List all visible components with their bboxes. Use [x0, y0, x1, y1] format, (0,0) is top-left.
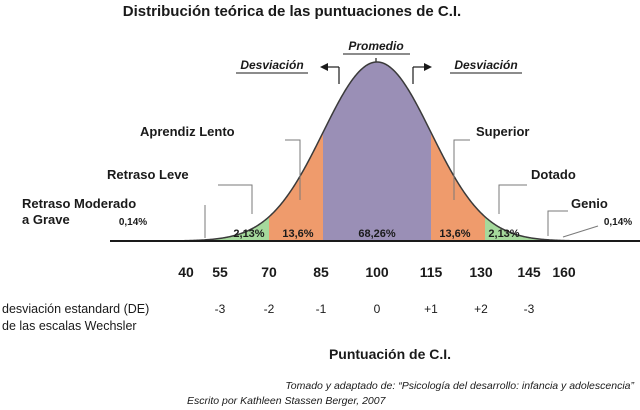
region-center — [323, 62, 431, 241]
pct-band2-right: 2,13% — [488, 228, 519, 240]
region-band2-right — [485, 216, 539, 241]
curve-regions — [110, 62, 640, 241]
leader-dotado — [498, 184, 527, 214]
pct-band2-left: 2,13% — [233, 228, 264, 240]
iq-tick-130: 130 — [469, 264, 493, 280]
pct-tail-right: 0,14% — [604, 217, 632, 228]
iq-tick-115: 115 — [420, 264, 443, 280]
label-superior: Superior — [476, 124, 529, 139]
iq-tick-85: 85 — [313, 264, 329, 280]
iq-tick-40: 40 — [178, 264, 194, 280]
leader-genio — [547, 210, 568, 236]
sd-label-0: 0 — [374, 302, 381, 316]
iq-tick-145: 145 — [517, 264, 541, 280]
pct-band1-right: 13,6% — [439, 228, 470, 240]
label-retraso-moderado-line2: a Grave — [22, 212, 70, 227]
figure-title: Distribución teórica de las puntuaciones… — [123, 3, 461, 20]
iq-tick-labels: 40 55 70 85 100 115 130 145 160 — [178, 264, 576, 280]
desviacion-left-label: Desviación — [240, 58, 303, 72]
left-arrow-head — [320, 63, 328, 71]
pct-center: 68,26% — [358, 228, 396, 240]
label-aprendiz-lento: Aprendiz Lento — [140, 124, 235, 139]
pct-band1-left: 13,6% — [282, 228, 313, 240]
leader-aprendiz-lento — [285, 139, 301, 200]
label-retraso-moderado-line1: Retraso Moderado — [22, 196, 136, 211]
leader-retraso-leve — [218, 184, 253, 214]
iq-tick-100: 100 — [365, 264, 389, 280]
label-dotado: Dotado — [531, 167, 576, 182]
source-line2: Escrito por Kathleen Stassen Berger, 200… — [187, 395, 387, 407]
sd-label-plus2: +2 — [474, 302, 488, 316]
iq-tick-160: 160 — [552, 264, 576, 280]
promedio-label: Promedio — [348, 39, 403, 53]
leader-tail-right — [562, 225, 599, 238]
right-arrow-head — [424, 63, 432, 71]
region-band2-left — [215, 216, 269, 241]
sd-label-minus3: -3 — [215, 302, 226, 316]
sd-caption-line2: de las escalas Wechsler — [2, 319, 137, 333]
sd-label-plus1: +1 — [424, 302, 438, 316]
sd-labels: -3 -2 -1 0 +1 +2 -3 — [215, 302, 535, 316]
sd-label-minus2: -2 — [264, 302, 275, 316]
desviacion-right-label: Desviación — [454, 58, 517, 72]
sd-label-minus1: -1 — [316, 302, 327, 316]
source-line1: Tomado y adaptado de: “Psicología del de… — [285, 380, 634, 392]
pct-tail-left: 0,14% — [119, 217, 147, 228]
leader-superior — [453, 139, 470, 200]
iq-tick-55: 55 — [212, 264, 228, 280]
x-axis-title: Puntuación de C.I. — [329, 346, 451, 362]
label-retraso-leve: Retraso Leve — [107, 167, 189, 182]
label-genio: Genio — [571, 196, 608, 211]
sd-caption-line1: desviación estandard (DE) — [2, 302, 149, 316]
sd-label-plus3: -3 — [524, 302, 535, 316]
iq-tick-70: 70 — [261, 264, 277, 280]
